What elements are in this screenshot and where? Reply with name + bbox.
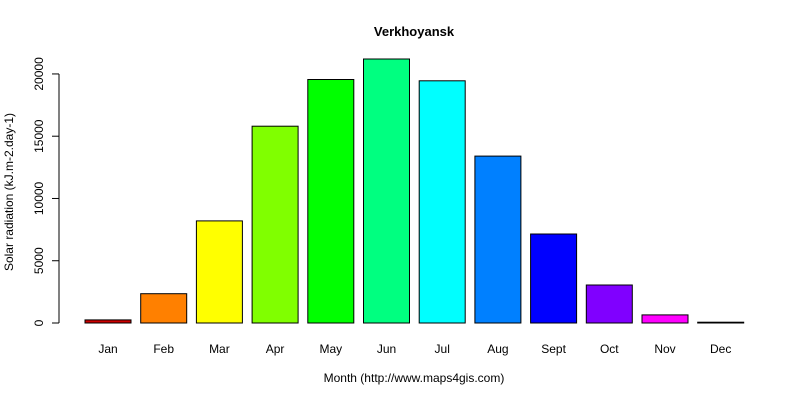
x-tick-label: Mar [209,342,230,356]
bars [84,58,745,324]
x-tick-label: Jan [98,342,117,356]
x-tick-labels: Jan Feb Mar Apr May Jun Jul Aug Sept Oct Nov Dec [98,342,731,356]
x-tick-label: Jun [377,342,396,356]
bar-may [307,79,355,324]
x-tick-label: Nov [654,342,675,356]
x-tick-label: Apr [266,342,285,356]
bar-feb [140,293,188,324]
bar-oct [585,284,633,324]
x-tick-label: Dec [710,342,731,356]
bar-dec [697,321,745,324]
x-tick-label: Feb [153,342,174,356]
y-axis-label: Solar radiation (kJ.m-2.day-1) [2,113,16,271]
y-tick-label: 0 [32,319,46,326]
y-tick-label: 10000 [32,181,46,215]
y-tick-label: 15000 [32,119,46,153]
x-axis-label: Month (http://www.maps4gis.com) [324,371,505,385]
bar-sept [530,233,578,324]
y-tick-label: 20000 [32,57,46,91]
y-axis: 0 5000 10000 15000 20000 [32,57,60,326]
y-tick-label: 5000 [32,247,46,274]
bar-mar [195,220,243,324]
x-tick-label: May [319,342,342,356]
bar-jul [418,80,466,324]
x-tick-label: Oct [600,342,619,356]
chart-title: Verkhoyansk [374,24,455,39]
bar-jan [84,319,132,324]
bar-nov [641,314,689,324]
x-tick-label: Sept [541,342,566,356]
bar-jun [363,58,410,324]
bar-apr [251,125,299,324]
bar-aug [474,155,522,324]
x-tick-label: Jul [435,342,450,356]
x-tick-label: Aug [487,342,508,356]
